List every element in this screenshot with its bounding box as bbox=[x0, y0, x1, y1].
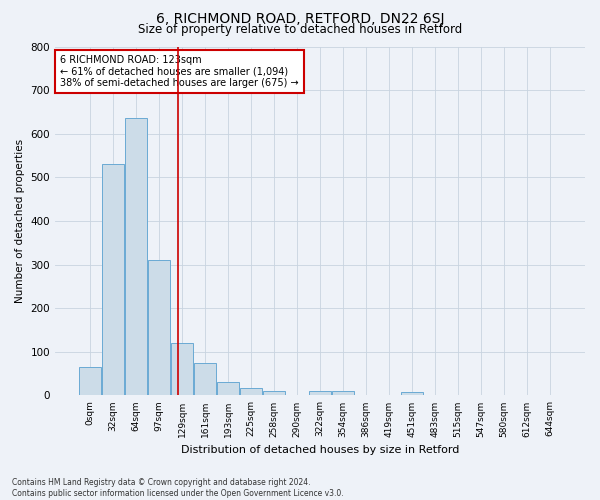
Bar bbox=[401, 392, 423, 396]
Bar bbox=[217, 382, 239, 396]
Bar bbox=[332, 391, 354, 396]
Text: Contains HM Land Registry data © Crown copyright and database right 2024.
Contai: Contains HM Land Registry data © Crown c… bbox=[12, 478, 344, 498]
Bar bbox=[148, 260, 170, 396]
Bar bbox=[240, 388, 262, 396]
Text: 6 RICHMOND ROAD: 123sqm
← 61% of detached houses are smaller (1,094)
38% of semi: 6 RICHMOND ROAD: 123sqm ← 61% of detache… bbox=[61, 55, 299, 88]
X-axis label: Distribution of detached houses by size in Retford: Distribution of detached houses by size … bbox=[181, 445, 459, 455]
Text: 6, RICHMOND ROAD, RETFORD, DN22 6SJ: 6, RICHMOND ROAD, RETFORD, DN22 6SJ bbox=[156, 12, 444, 26]
Bar bbox=[194, 362, 216, 396]
Bar bbox=[171, 343, 193, 396]
Bar bbox=[309, 391, 331, 396]
Bar bbox=[102, 164, 124, 396]
Y-axis label: Number of detached properties: Number of detached properties bbox=[15, 139, 25, 303]
Bar bbox=[263, 391, 285, 396]
Bar bbox=[79, 367, 101, 396]
Text: Size of property relative to detached houses in Retford: Size of property relative to detached ho… bbox=[138, 22, 462, 36]
Bar bbox=[125, 118, 147, 396]
